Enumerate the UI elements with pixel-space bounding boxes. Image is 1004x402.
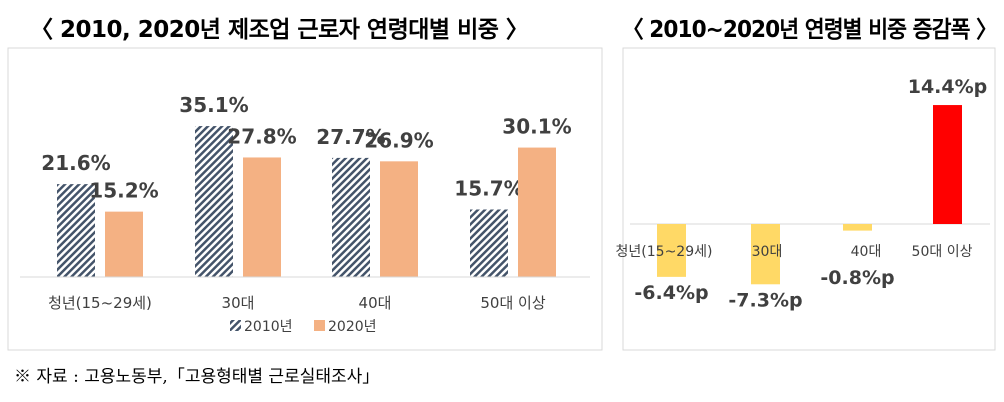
bar-2020년 — [518, 147, 556, 277]
data-label: 27.8% — [227, 124, 296, 148]
bar-2020년 — [380, 161, 418, 277]
change-bar — [751, 224, 780, 285]
change-bar — [843, 224, 872, 231]
right-chart-title: 〈 2010~2020년 연령별 비중 증감폭 〉 — [622, 17, 998, 43]
change-label: -6.4%p — [634, 282, 708, 304]
category-label: 50대 이상 — [480, 294, 545, 312]
data-label: 26.9% — [364, 128, 433, 152]
bar-2010년 — [332, 157, 370, 277]
category-label: 30대 — [752, 244, 783, 260]
category-label: 청년(15~29세) — [48, 294, 152, 312]
data-label: 27.7% — [316, 125, 385, 149]
left-chart-title: 〈 2010, 2020년 제조업 근로자 연령대별 비중 〉 — [30, 17, 529, 43]
category-label: 40대 — [359, 294, 392, 312]
data-label: 21.6% — [41, 151, 110, 175]
bar-2020년 — [243, 157, 281, 277]
category-label: 30대 — [222, 294, 255, 312]
data-label: 35.1% — [179, 93, 248, 117]
legend-label-2010: 2010년 — [244, 319, 293, 335]
bar-2020년 — [105, 211, 143, 277]
data-label: 15.7% — [454, 176, 523, 200]
data-label: 30.1% — [502, 115, 571, 139]
bar-2010년 — [57, 184, 95, 277]
legend-swatch-2010 — [230, 320, 241, 331]
change-bar — [933, 105, 962, 224]
bar-2010년 — [470, 209, 508, 277]
left-chart-frame — [7, 47, 603, 351]
category-label: 40대 — [851, 244, 882, 260]
change-label: -7.3%p — [728, 289, 802, 311]
legend-label-2020: 2020년 — [328, 319, 377, 335]
change-label: 14.4%p — [908, 76, 988, 98]
data-label: 15.2% — [89, 179, 158, 203]
source-note: ※ 자료 : 고용노동부,「고용형태별 근로실태조사」 — [14, 367, 380, 387]
category-label: 50대 이상 — [912, 244, 973, 260]
change-label: -0.8%p — [820, 267, 894, 289]
bar-2010년 — [195, 126, 233, 277]
change-bar — [657, 224, 686, 277]
legend-swatch-2020 — [314, 320, 325, 331]
category-label: 청년(15~29세) — [616, 244, 713, 260]
